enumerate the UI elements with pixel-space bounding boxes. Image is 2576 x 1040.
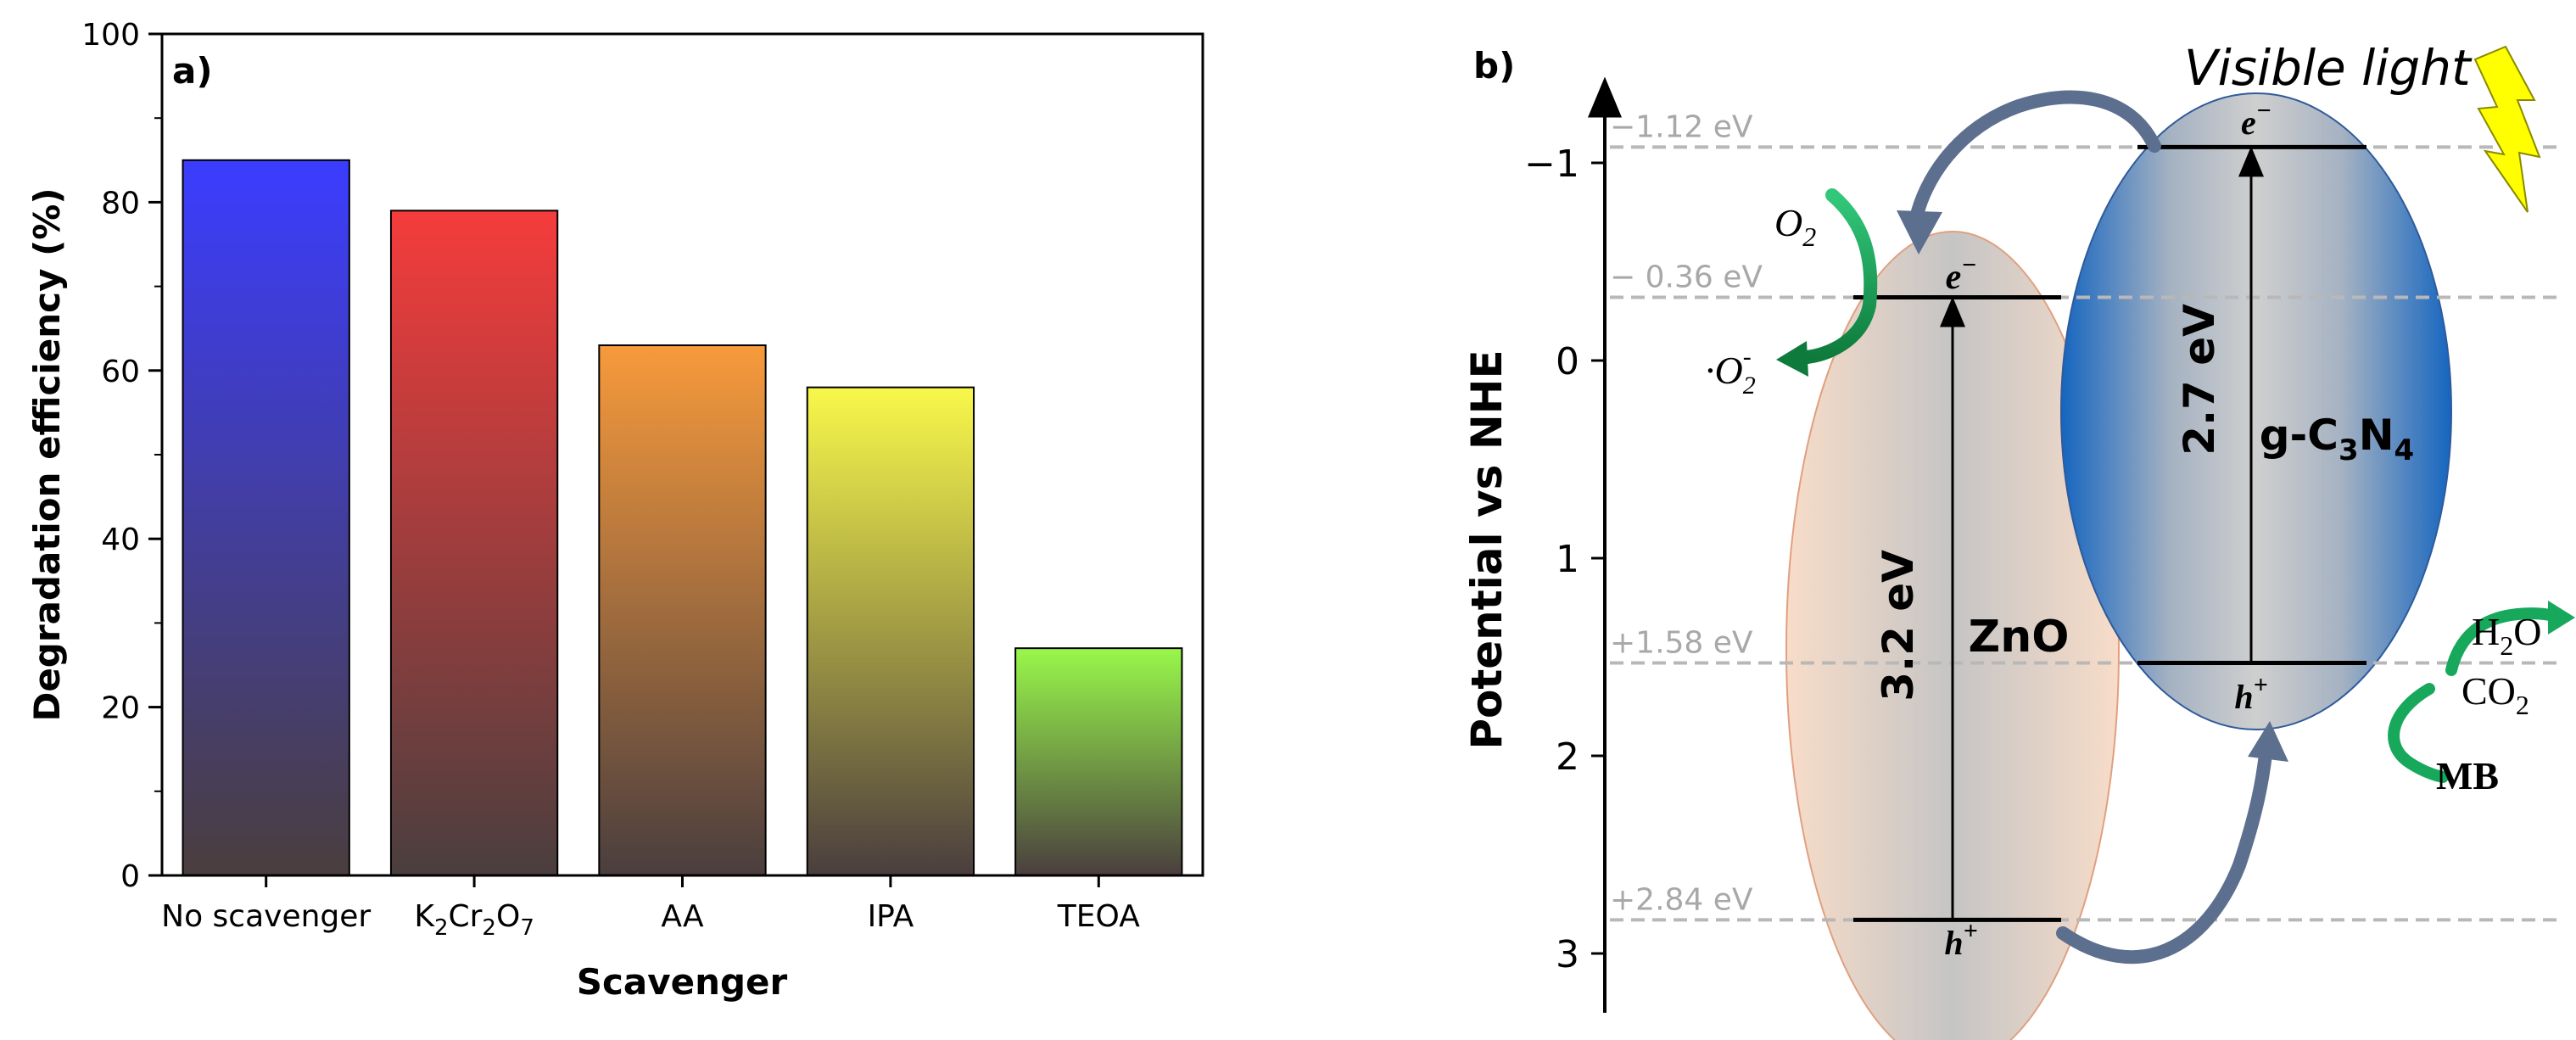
hole-transfer-arrowhead [2248,721,2288,762]
x-tick-label: TEOA [1057,899,1140,934]
oxidation-product-arrowhead [2548,601,2575,635]
gcn-gap-label: 2.7 eV [2175,304,2224,456]
bar-k2cr2o7 [389,210,559,876]
electron-transfer-arrow [1908,90,2161,229]
x-tick-label: AA [661,899,704,934]
potential-tick-label: −1 [1524,143,1579,186]
potential-tick-label: 2 [1556,735,1579,779]
bar-no-scavenger [182,159,350,877]
reference-level-label: − 0.36 eV [1610,260,1763,294]
zno-name-label: ZnO [1969,612,2070,663]
y-axis-label: Degradation efficiency (%) [26,187,68,721]
o2-reduction-arrow [1791,188,1878,365]
y-axis-label-potential: Potential vs NHE [1462,349,1512,749]
bar-ipa [806,386,975,876]
y-tick-label: 80 [101,186,140,221]
y-tick-label: 100 [81,18,140,53]
reference-level-label: +2.84 eV [1610,882,1753,917]
reference-level-label: −1.12 eV [1610,109,1753,144]
y-tick-label: 40 [101,523,140,557]
gcn-name-label: g-C3N4 [2260,411,2414,467]
reference-level-label: +1.58 eV [1610,625,1753,660]
hole-transfer-arrow [2056,740,2273,965]
energy-levels: −1.12 eV − 0.36 eV +1.58 eV +2.84 eV [1610,109,2562,922]
x-axis-label: Scavenger [577,961,788,1003]
gcn-ellipse [2060,92,2452,730]
x-tick-label: IPA [868,899,914,934]
bar-aa [598,344,767,877]
oxidation-product-arrow [2445,607,2561,676]
x-tick-label: No scavenger [161,899,371,934]
y-axis-ticks: 0 20 40 60 80 100 [81,18,162,894]
y-tick-label: 20 [101,691,140,726]
h2o-label: H2O [2472,610,2541,661]
electron-transfer-arrowhead [1897,210,1942,254]
lightning-icon [2473,45,2541,213]
bar-series [182,159,1183,877]
panel-label-a: a) [172,50,213,92]
band-diagram: b) Potential vs NHE −1.12 eV − 0.36 eV +1.… [1462,39,2575,1040]
panel-label-b: b) [1473,45,1515,87]
gcn-electron-label: e− [2241,97,2271,142]
superoxide-label: ·O-2 [1705,343,1756,400]
potential-tick-label: 3 [1556,933,1579,976]
co2-label: CO2 [2461,669,2529,720]
o2-reduction-arrowhead [1776,341,1808,377]
zno-electron-label: e− [1946,251,1977,297]
zno-gap-label: 3.2 eV [1874,550,1923,702]
potential-tick-label: 0 [1556,340,1579,383]
y-tick-label: 0 [120,859,140,894]
band-edges [1853,144,2366,922]
mb-label: MB [2436,754,2499,797]
y-tick-label: 60 [101,355,140,389]
potential-axis: −1 0 1 2 3 [1524,76,1622,1013]
zno-hole-label: h+ [1944,917,1977,962]
o2-label: O2 [1774,201,1816,252]
bar-chart: 0 20 40 60 80 100 No scavenger K2Cr2O7 AA IPA TEO… [26,18,1204,1003]
bar-teoa [1014,647,1183,876]
x-axis-ticks: No scavenger K2Cr2O7 AA IPA TEOA [161,875,1140,941]
mb-arrow [2388,683,2449,783]
visible-light-label: Visible light [2184,39,2473,97]
gcn-hole-label: h+ [2234,671,2267,716]
potential-tick-label: 1 [1556,538,1579,581]
x-tick-label: K2Cr2O7 [414,899,534,941]
